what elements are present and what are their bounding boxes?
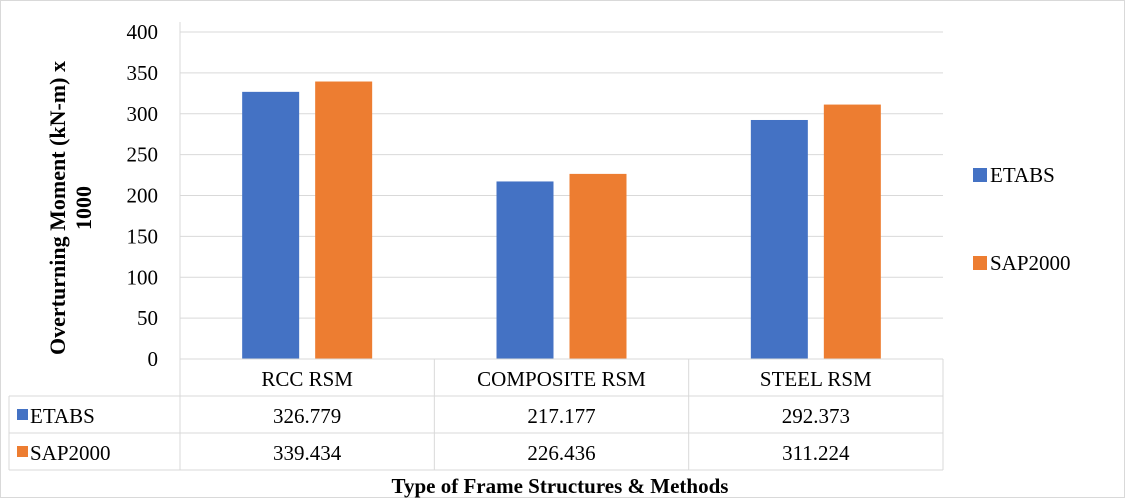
y-tick-label: 100 — [127, 265, 159, 289]
table-value-cell: 311.224 — [782, 441, 850, 465]
y-axis-label: Overturning Moment (kN-m) x1000 — [45, 61, 96, 355]
y-tick-label: 350 — [127, 61, 159, 85]
table-series-label: ETABS — [30, 404, 95, 428]
bar-etabs-rcc-rsm — [242, 91, 300, 360]
x-category-label: RCC RSM — [261, 367, 353, 391]
y-tick-label: 0 — [148, 347, 159, 371]
y-tick-label: 150 — [127, 224, 159, 248]
bar-sap2000-steel-rsm — [823, 104, 881, 360]
table-value-cell: 326.779 — [273, 404, 341, 428]
y-tick-label: 50 — [137, 306, 158, 330]
y-axis-label-line: 1000 — [71, 186, 96, 230]
y-tick-label: 200 — [127, 184, 159, 208]
table-value-cell: 217.177 — [527, 404, 595, 428]
table-value-cell: 292.373 — [782, 404, 850, 428]
bar-etabs-steel-rsm — [750, 119, 808, 359]
y-axis-label-line: Overturning Moment (kN-m) x — [45, 61, 70, 355]
y-tick-label: 250 — [127, 143, 159, 167]
table-series-label: SAP2000 — [30, 441, 111, 465]
legend-key-etabs — [973, 168, 987, 182]
bar-etabs-composite-rsm — [496, 181, 554, 359]
legend: ETABS SAP2000 — [973, 163, 1071, 275]
y-tick-label: 300 — [127, 102, 159, 126]
x-category-label: STEEL RSM — [760, 367, 872, 391]
bars — [242, 81, 881, 360]
table-value-cell: 339.434 — [273, 441, 342, 465]
data-table: RCC RSM COMPOSITE RSM STEEL RSM ETABS 326.77… — [8, 22, 944, 471]
legend-label: SAP2000 — [990, 251, 1071, 275]
legend-label: ETABS — [990, 163, 1055, 187]
legend-key-sap2000 — [973, 256, 987, 270]
bar-sap2000-composite-rsm — [569, 173, 627, 359]
bar-sap2000-rcc-rsm — [315, 81, 373, 360]
table-value-cell: 226.436 — [527, 441, 595, 465]
x-category-label: COMPOSITE RSM — [477, 367, 646, 391]
table-legend-key-sap2000 — [17, 446, 28, 457]
y-tick-label: 400 — [127, 20, 159, 44]
y-axis-label-group: Overturning Moment (kN-m) x1000 — [45, 61, 96, 355]
table-legend-key-etabs — [17, 409, 28, 420]
x-axis-label: Type of Frame Structures & Methods — [392, 474, 729, 498]
y-axis-ticks: 0 50 100 150 200 250 300 350 400 — [127, 20, 159, 371]
